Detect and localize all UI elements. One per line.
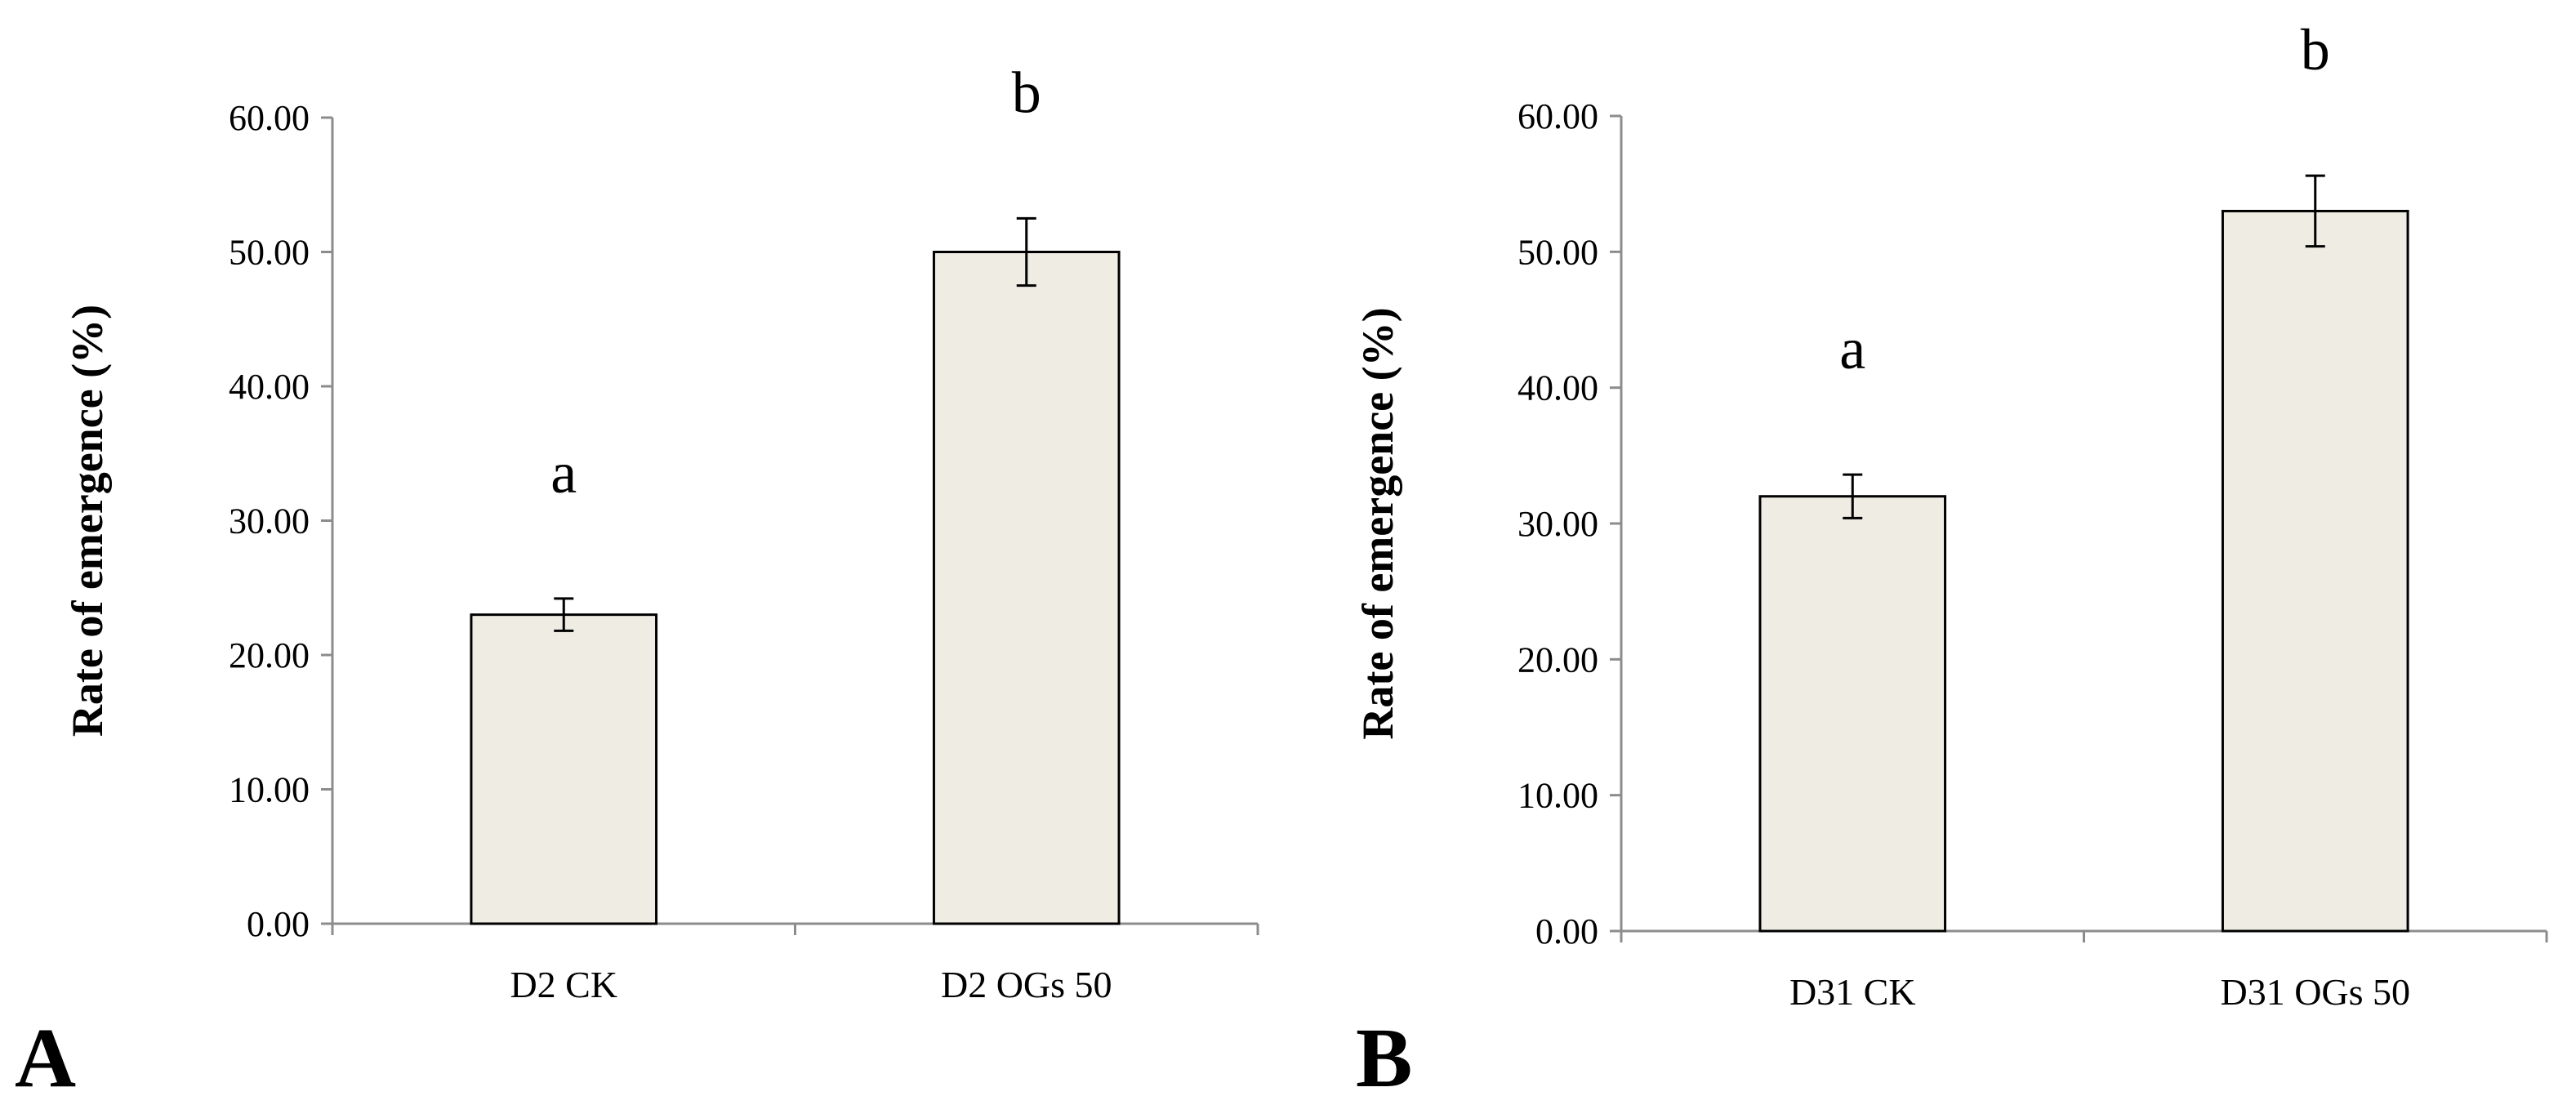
bar bbox=[1758, 495, 1947, 933]
panel-label: B bbox=[1356, 1011, 1412, 1105]
y-tick-label: 60.00 bbox=[229, 98, 310, 138]
y-tick-label: 30.00 bbox=[1518, 504, 1598, 544]
y-tick-label: 40.00 bbox=[1518, 368, 1598, 408]
x-category-label: D31 CK bbox=[1789, 971, 1916, 1013]
x-category-label: D2 OGs 50 bbox=[941, 964, 1112, 1005]
significance-label: a bbox=[550, 440, 577, 506]
significance-label: a bbox=[1839, 316, 1865, 381]
y-tick-label: 20.00 bbox=[1518, 639, 1598, 679]
y-tick-label: 50.00 bbox=[229, 233, 310, 273]
bar bbox=[470, 613, 658, 925]
y-tick-label: 40.00 bbox=[229, 367, 310, 407]
x-category-label: D31 OGs 50 bbox=[2220, 971, 2410, 1013]
bar bbox=[932, 251, 1121, 925]
y-tick-label: 0.00 bbox=[247, 904, 310, 944]
y-tick-label: 60.00 bbox=[1518, 96, 1598, 136]
y-axis-label: Rate of emergence (%) bbox=[63, 305, 112, 737]
x-category-label: D2 CK bbox=[510, 964, 617, 1005]
y-tick-label: 50.00 bbox=[1518, 232, 1598, 272]
panel-a: 0.00 10.00 20.00 30.00 40.00 50.00 60.00 D2 CK a… bbox=[15, 60, 1259, 1105]
bar bbox=[2221, 209, 2409, 933]
y-tick-label: 20.00 bbox=[229, 635, 310, 675]
y-tick-label: 30.00 bbox=[229, 501, 310, 541]
y-axis-label: Rate of emergence (%) bbox=[1353, 307, 1402, 739]
significance-label: b bbox=[1012, 60, 1041, 125]
significance-label: b bbox=[2301, 17, 2330, 82]
y-tick-label: 10.00 bbox=[229, 770, 310, 810]
y-tick-label: 0.00 bbox=[1535, 911, 1598, 951]
panel-b: 0.00 10.00 20.00 30.00 40.00 50.00 60.00 D31 CK… bbox=[1353, 17, 2548, 1105]
y-tick-label: 10.00 bbox=[1518, 776, 1598, 816]
panel-label: A bbox=[15, 1011, 76, 1105]
